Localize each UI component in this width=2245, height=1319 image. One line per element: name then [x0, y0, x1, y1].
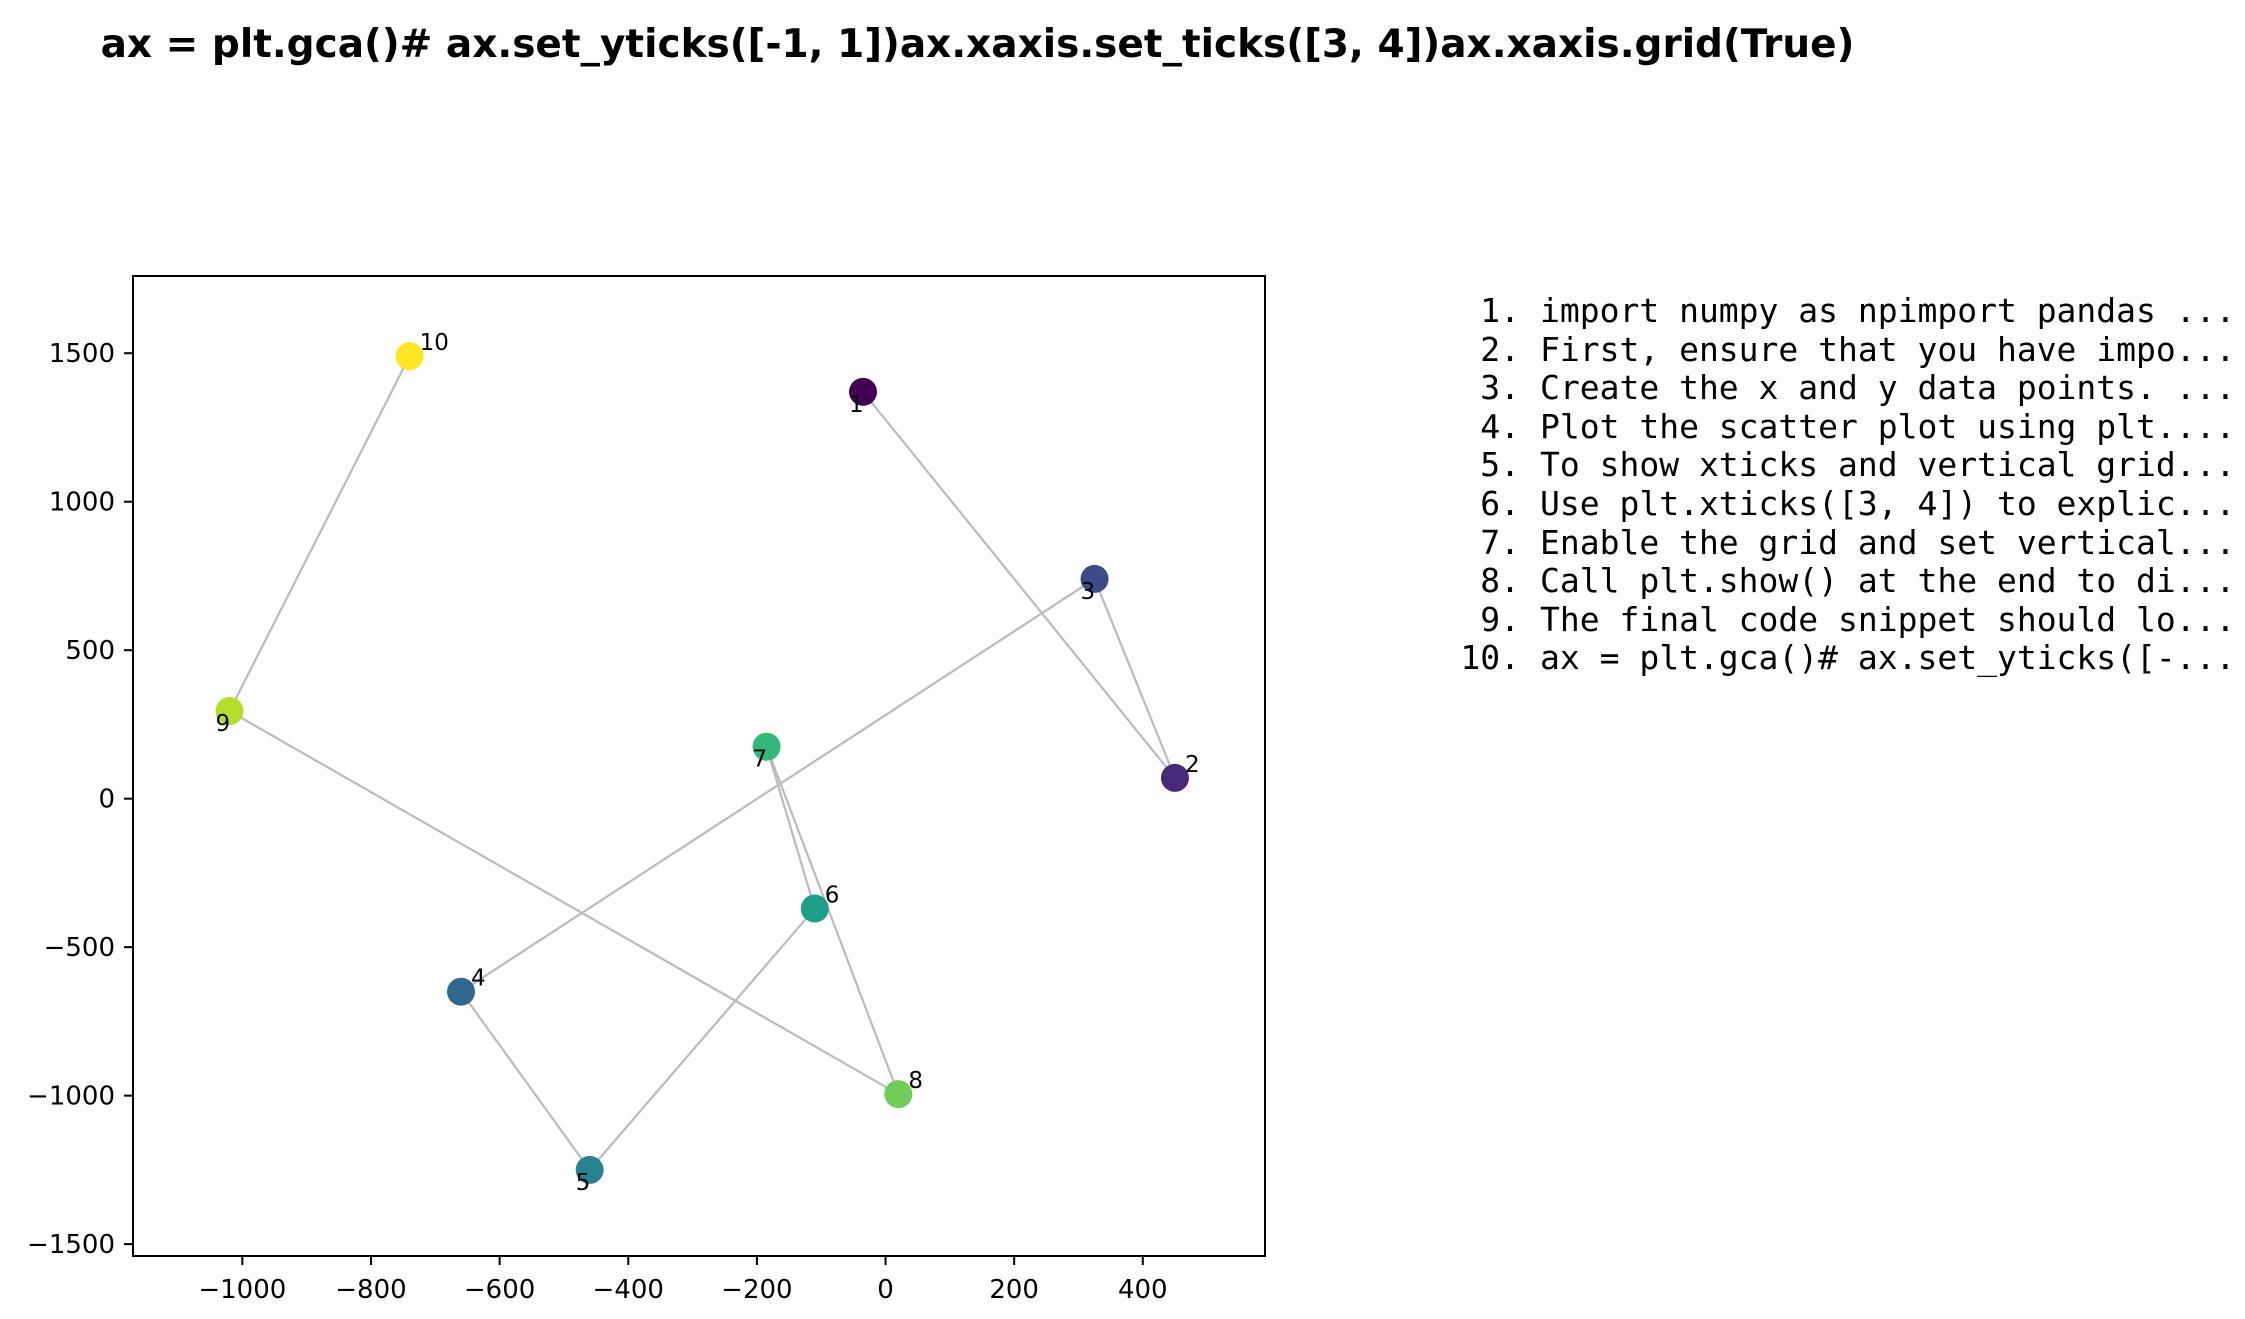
connector-line-5 — [588, 907, 816, 1171]
step-text: import numpy as npimport pandas ... — [1540, 291, 2236, 330]
step-text: Call plt.show() at the end to di... — [1540, 561, 2236, 601]
y-tick-label: −1500 — [27, 1230, 115, 1260]
point-label-2: 2 — [1185, 752, 1200, 778]
step-item-2: 2. First, ensure that you have impo... — [1440, 329, 2236, 370]
step-number: 7. — [1480, 522, 1520, 562]
point-label-9: 9 — [215, 711, 230, 737]
data-point-9 — [215, 697, 244, 726]
step-item-9: 9. The final code snippet should lo... — [1440, 599, 2236, 640]
data-point-8 — [884, 1080, 913, 1109]
plot-frame — [132, 275, 1266, 1257]
data-point-6 — [800, 894, 829, 923]
data-point-7 — [752, 732, 781, 761]
step-text: The final code snippet should lo... — [1540, 599, 2236, 639]
step-item-3: 3. Create the x and y data points. ... — [1440, 369, 2235, 408]
step-item-8: 8. Call plt.show() at the end to di... — [1440, 562, 2235, 601]
connector-line-4 — [460, 991, 591, 1171]
x-tick-label: 400 — [1118, 1275, 1168, 1305]
y-tick-label: 500 — [65, 636, 115, 666]
step-text: Plot the scatter plot using plt.... — [1540, 406, 2236, 446]
step-number: 9. — [1480, 599, 1520, 639]
y-tick-label: 1000 — [49, 488, 115, 518]
step-number: 6. — [1480, 483, 1520, 523]
step-text: Enable the grid and set vertical... — [1540, 522, 2236, 562]
data-point-1 — [849, 377, 878, 406]
step-item-1: 1. import numpy as npimport pandas ... — [1440, 291, 2236, 331]
step-number: 5. — [1480, 445, 1520, 485]
point-label-5: 5 — [576, 1170, 591, 1196]
step-item-10: 10. ax = plt.gca()# ax.set_yticks([-... — [1440, 639, 2235, 678]
point-label-4: 4 — [471, 966, 486, 992]
step-number: 3. — [1480, 368, 1520, 408]
x-tick-label: −200 — [721, 1275, 792, 1305]
connector-line-6 — [765, 746, 816, 909]
chart-title: ax = plt.gca()# ax.set_yticks([-1, 1])ax… — [100, 22, 1855, 67]
connector-line-9 — [228, 355, 411, 712]
point-label-7: 7 — [753, 747, 768, 773]
data-point-10 — [395, 342, 424, 371]
point-labels: 1 2 3 4 5 6 7 8 9 10 — [215, 330, 1199, 1196]
steps-list: 1. import numpy as npimport pandas ... 2. F… — [1440, 291, 2236, 678]
x-tick-label: 200 — [989, 1275, 1039, 1305]
connector-lines — [228, 355, 1176, 1171]
connector-line-2 — [1093, 578, 1176, 779]
plot-area — [133, 276, 1265, 1256]
data-point-3 — [1080, 564, 1109, 593]
point-label-1: 1 — [849, 392, 864, 418]
step-text: Create the x and y data points. ... — [1540, 368, 2236, 408]
step-item-7: 7. Enable the grid and set vertical... — [1440, 522, 2236, 563]
connector-line-7 — [765, 746, 900, 1095]
point-label-6: 6 — [825, 883, 840, 909]
data-point-5 — [575, 1155, 604, 1184]
step-text: To show xticks and vertical grid... — [1540, 445, 2236, 485]
data-points — [215, 342, 1189, 1184]
step-text: ax = plt.gca()# ax.set_yticks([-... — [1540, 638, 2236, 678]
y-tick-label: 1500 — [49, 339, 115, 369]
step-text: First, ensure that you have impo... — [1540, 329, 2236, 369]
x-tick-label: −800 — [335, 1275, 406, 1305]
y-tick-label: 0 — [98, 785, 115, 815]
data-point-2 — [1160, 763, 1189, 792]
x-tick-label: 0 — [877, 1275, 894, 1305]
step-number: 8. — [1480, 561, 1520, 601]
y-tick-label: −500 — [44, 933, 115, 963]
connector-line-1 — [862, 391, 1176, 779]
x-tick-label: −600 — [464, 1275, 535, 1305]
y-axis: −1500 −1000 −500 0 500 1000 1500 — [27, 339, 133, 1260]
step-number: 10. — [1460, 638, 1520, 678]
x-tick-label: −1000 — [198, 1275, 286, 1305]
step-item-6: 6. Use plt.xticks([3, 4]) to explic... — [1440, 483, 2236, 524]
y-tick-label: −1000 — [27, 1082, 115, 1112]
step-text: Use plt.xticks([3, 4]) to explic... — [1540, 483, 2236, 523]
x-tick-label: −400 — [593, 1275, 664, 1305]
x-axis: −1000 −800 −600 −400 −200 0 200 400 — [198, 1256, 1168, 1305]
point-label-8: 8 — [908, 1068, 923, 1094]
point-label-3: 3 — [1081, 579, 1096, 605]
connector-line-8 — [228, 710, 899, 1096]
point-label-10: 10 — [420, 330, 449, 356]
step-number: 2. — [1480, 329, 1520, 369]
step-number: 1. — [1480, 291, 1520, 330]
step-item-5: 5. To show xticks and vertical grid... — [1440, 446, 2235, 485]
step-number: 4. — [1480, 406, 1520, 446]
data-point-4 — [447, 977, 476, 1006]
step-item-4: 4. Plot the scatter plot using plt.... — [1440, 406, 2236, 447]
